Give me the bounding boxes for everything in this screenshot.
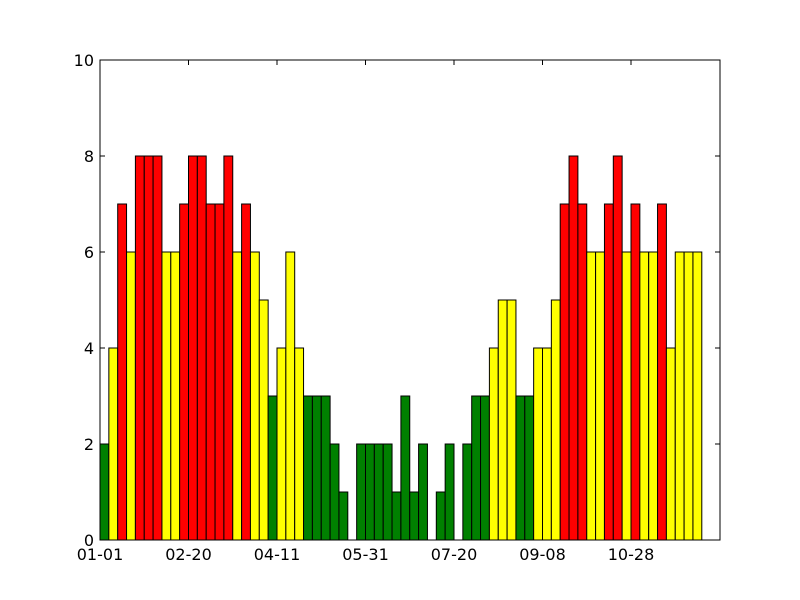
x-tick-label-1: 02-20 [165, 545, 212, 564]
bar-62 [648, 251, 659, 541]
bar-39 [444, 443, 455, 541]
bar-35 [409, 491, 420, 541]
bar-7 [161, 251, 172, 541]
x-tick-label-5: 09-08 [519, 545, 566, 564]
bar-43 [480, 395, 490, 541]
bar-8 [170, 251, 181, 541]
bar-65 [674, 251, 685, 541]
bar-63 [657, 203, 667, 541]
x-tick-label-2: 04-11 [254, 545, 301, 564]
bar-42 [471, 395, 482, 541]
bar-21 [285, 251, 296, 541]
bar-49 [533, 347, 544, 541]
bar-67 [692, 251, 703, 541]
bar-66 [683, 251, 694, 541]
bar-22 [294, 347, 305, 541]
bar-34 [400, 395, 411, 541]
bar-52 [559, 203, 570, 541]
bar-50 [542, 347, 552, 541]
bar-30 [365, 443, 375, 541]
bar-23 [303, 395, 313, 541]
bar-47 [515, 395, 526, 541]
bar-13 [214, 203, 225, 541]
bar-41 [462, 443, 473, 541]
bar-20 [276, 347, 287, 541]
bars-group [99, 155, 703, 541]
bar-32 [382, 443, 393, 541]
bar-59 [621, 251, 632, 541]
bar-5 [143, 155, 154, 541]
bar-38 [435, 491, 446, 541]
x-tick-label-0: 01-01 [77, 545, 124, 564]
bar-16 [241, 203, 251, 541]
plot-frame [99, 59, 721, 541]
bar-46 [506, 299, 517, 541]
bar-15 [232, 251, 243, 541]
bar-36 [418, 443, 428, 541]
bar-25 [320, 395, 331, 541]
bar-12 [205, 203, 216, 541]
bar-51 [550, 299, 561, 541]
bar-24 [311, 395, 322, 541]
bar-17 [249, 251, 260, 541]
y-tick-label-2: 4 [84, 339, 94, 358]
y-tick-label-4: 8 [84, 147, 94, 166]
bar-61 [639, 251, 650, 541]
bar-6 [152, 155, 163, 541]
x-tick-label-3: 05-31 [342, 545, 389, 564]
bar-45 [497, 299, 508, 541]
tick-labels-group: 0 2 4 6 8 10 01-01 02-20 04-11 05-31 07-20 09-08 10-… [74, 51, 655, 564]
bar-44 [488, 347, 499, 541]
bar-1 [108, 347, 119, 541]
bar-57 [603, 203, 614, 541]
bar-2 [117, 203, 128, 541]
bar-27 [338, 491, 349, 541]
bar-10 [188, 155, 198, 541]
y-tick-label-1: 2 [84, 435, 94, 454]
bar-18 [258, 299, 269, 541]
bar-11 [196, 155, 207, 541]
bar-54 [577, 203, 588, 541]
bar-53 [568, 155, 579, 541]
bar-58 [612, 155, 623, 541]
bar-19 [267, 395, 278, 541]
bar-9 [179, 203, 189, 541]
y-tick-label-5: 10 [74, 51, 94, 70]
y-tick-label-3: 6 [84, 243, 94, 262]
bar-55 [586, 251, 597, 541]
bar-48 [524, 395, 535, 541]
bar-14 [223, 155, 234, 541]
bar-56 [595, 251, 605, 541]
y-tick-label-0: 0 [84, 531, 94, 550]
bar-4 [134, 155, 145, 541]
bar-0 [99, 443, 110, 541]
bar-64 [665, 347, 676, 541]
bar-60 [630, 203, 641, 541]
x-tick-label-6: 10-28 [608, 545, 655, 564]
bar-26 [329, 443, 340, 541]
bar-3 [126, 251, 136, 541]
bar-29 [356, 443, 366, 541]
bar-33 [391, 491, 402, 541]
bar-31 [373, 443, 384, 541]
x-tick-label-4: 07-20 [431, 545, 478, 564]
